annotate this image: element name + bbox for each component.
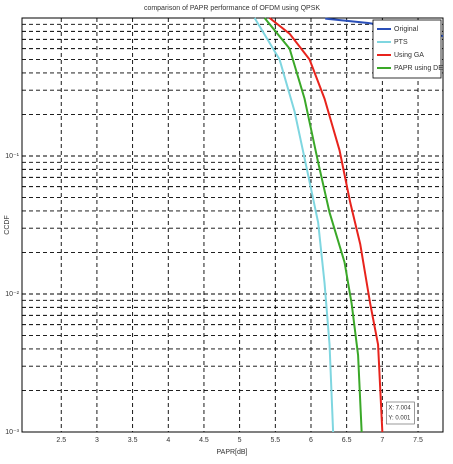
x-tick-label: 5.5 bbox=[270, 437, 280, 444]
y-tick-label: 10⁻¹ bbox=[5, 153, 19, 160]
x-axis-label: PAPR[dB] bbox=[217, 449, 248, 456]
legend-label: Using GA bbox=[394, 52, 424, 59]
x-tick-label: 3 bbox=[95, 437, 99, 444]
x-tick-label: 6.5 bbox=[342, 437, 352, 444]
datatip-text: Y: 0.001 bbox=[388, 416, 411, 422]
y-tick-label: 10⁻² bbox=[5, 291, 19, 298]
plot-frame bbox=[21, 17, 444, 433]
x-tick-label: 7 bbox=[380, 437, 384, 444]
legend-label: Original bbox=[394, 26, 419, 33]
x-tick-label: 7.5 bbox=[413, 437, 423, 444]
x-tick-label: 4 bbox=[166, 437, 170, 444]
chart-title: comparison of PAPR performance of OFDM u… bbox=[144, 5, 320, 12]
legend-label: PAPR using DE bbox=[394, 65, 443, 72]
x-tick-label: 5 bbox=[238, 437, 242, 444]
x-tick-label: 4.5 bbox=[199, 437, 209, 444]
x-tick-label: 2.5 bbox=[56, 437, 66, 444]
datatip-box bbox=[386, 401, 415, 425]
series-line bbox=[268, 17, 384, 433]
y-tick-label: 10⁻³ bbox=[5, 429, 19, 436]
y-axis-label: CCDF bbox=[4, 215, 11, 234]
x-tick-label: 3.5 bbox=[128, 437, 138, 444]
series-line bbox=[263, 17, 363, 433]
legend-label: PTS bbox=[394, 39, 408, 46]
x-tick-label: 6 bbox=[309, 437, 313, 444]
series-line bbox=[253, 17, 335, 433]
datatip-text: X: 7.004 bbox=[388, 406, 411, 412]
